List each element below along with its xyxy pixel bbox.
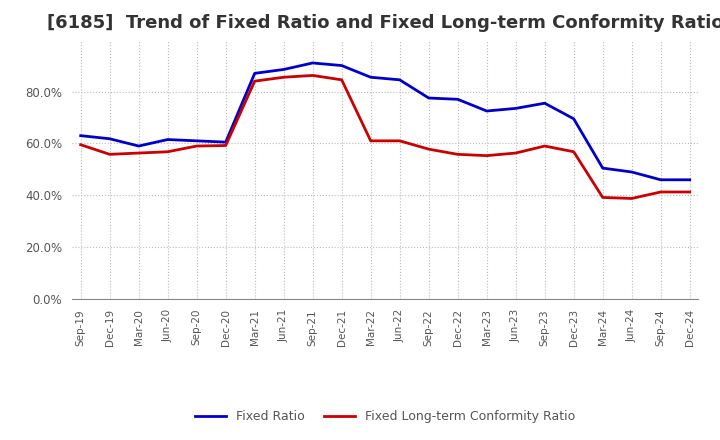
Legend: Fixed Ratio, Fixed Long-term Conformity Ratio: Fixed Ratio, Fixed Long-term Conformity … — [190, 405, 580, 428]
Fixed Long-term Conformity Ratio — [424, 147, 433, 152]
Fixed Long-term Conformity Ratio — [657, 189, 665, 194]
Line: Fixed Ratio: Fixed Ratio — [81, 63, 690, 180]
Fixed Long-term Conformity Ratio — [76, 142, 85, 147]
Fixed Long-term Conformity Ratio — [454, 152, 462, 157]
Fixed Ratio — [598, 165, 607, 171]
Fixed Ratio — [135, 143, 143, 149]
Title: [6185]  Trend of Fixed Ratio and Fixed Long-term Conformity Ratio: [6185] Trend of Fixed Ratio and Fixed Lo… — [47, 15, 720, 33]
Fixed Ratio — [279, 67, 288, 72]
Fixed Long-term Conformity Ratio — [685, 189, 694, 194]
Fixed Ratio — [105, 136, 114, 141]
Fixed Long-term Conformity Ratio — [279, 75, 288, 80]
Fixed Long-term Conformity Ratio — [251, 78, 259, 84]
Fixed Long-term Conformity Ratio — [511, 150, 520, 156]
Fixed Ratio — [627, 169, 636, 175]
Fixed Ratio — [221, 139, 230, 145]
Fixed Ratio — [338, 63, 346, 68]
Fixed Ratio — [570, 116, 578, 121]
Fixed Ratio — [657, 177, 665, 183]
Line: Fixed Long-term Conformity Ratio: Fixed Long-term Conformity Ratio — [81, 75, 690, 198]
Fixed Long-term Conformity Ratio — [308, 73, 317, 78]
Fixed Long-term Conformity Ratio — [541, 143, 549, 149]
Fixed Ratio — [511, 106, 520, 111]
Fixed Ratio — [366, 75, 375, 80]
Fixed Long-term Conformity Ratio — [105, 152, 114, 157]
Fixed Ratio — [163, 137, 172, 142]
Fixed Ratio — [424, 95, 433, 101]
Fixed Long-term Conformity Ratio — [192, 143, 201, 149]
Fixed Long-term Conformity Ratio — [598, 195, 607, 200]
Fixed Long-term Conformity Ratio — [221, 143, 230, 148]
Fixed Ratio — [482, 108, 491, 114]
Fixed Ratio — [395, 77, 404, 82]
Fixed Long-term Conformity Ratio — [627, 196, 636, 201]
Fixed Long-term Conformity Ratio — [135, 150, 143, 156]
Fixed Ratio — [308, 60, 317, 66]
Fixed Ratio — [454, 97, 462, 102]
Fixed Long-term Conformity Ratio — [338, 77, 346, 82]
Fixed Long-term Conformity Ratio — [395, 138, 404, 143]
Fixed Ratio — [76, 133, 85, 138]
Fixed Ratio — [192, 138, 201, 143]
Fixed Ratio — [685, 177, 694, 183]
Fixed Long-term Conformity Ratio — [163, 149, 172, 154]
Fixed Ratio — [541, 101, 549, 106]
Fixed Long-term Conformity Ratio — [482, 153, 491, 158]
Fixed Long-term Conformity Ratio — [570, 149, 578, 154]
Fixed Long-term Conformity Ratio — [366, 138, 375, 143]
Fixed Ratio — [251, 71, 259, 76]
